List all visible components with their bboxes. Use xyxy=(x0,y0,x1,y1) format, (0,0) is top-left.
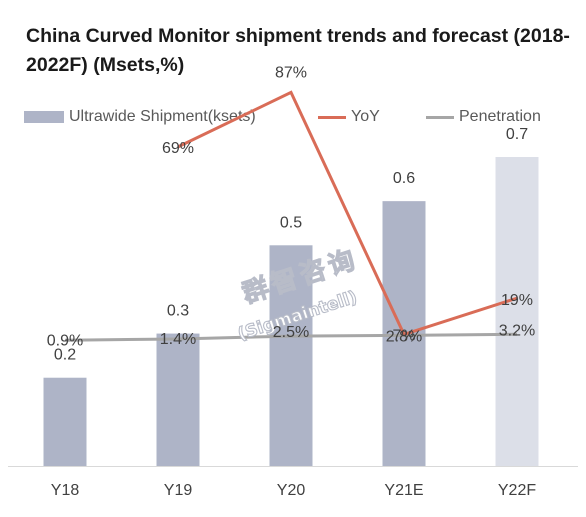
legend-swatch-penetration xyxy=(426,115,454,119)
bar-value-label-y21e: 0.6 xyxy=(393,170,415,187)
legend-label-penetration: Penetration xyxy=(459,108,541,125)
legend-swatch-shipment xyxy=(24,111,64,123)
penetration-label-y22f: 3.2% xyxy=(499,322,535,339)
bar-y19 xyxy=(156,333,200,466)
penetration-label-y19: 1.4% xyxy=(160,331,196,348)
x-tick-label-y21e: Y21E xyxy=(384,482,423,499)
penetration-label-y20: 2.5% xyxy=(273,324,309,341)
bar-value-label-y20: 0.5 xyxy=(280,214,302,231)
yoy-label-y19: 69% xyxy=(162,140,194,157)
yoy-line xyxy=(177,90,518,337)
bar-y22f xyxy=(495,157,539,466)
yoy-label-y21e: 7% xyxy=(392,327,415,344)
x-tick-label-y19: Y19 xyxy=(164,482,193,499)
yoy-label-y22f: 19% xyxy=(501,292,533,309)
legend-item-yoy: YoY xyxy=(318,106,380,128)
x-tick-label-y20: Y20 xyxy=(277,482,306,499)
legend-item-penetration: Penetration xyxy=(426,106,541,128)
legend-label-shipment: Ultrawide Shipment(ksets) xyxy=(69,108,256,125)
bar-value-label-y18: 0.2 xyxy=(54,347,76,364)
penetration-label-y21e: 2.8% xyxy=(386,328,422,345)
bar-value-label-y19: 0.3 xyxy=(167,303,189,320)
yoy-label-y20: 87% xyxy=(275,64,307,81)
penetration-line xyxy=(64,332,518,342)
legend-item-shipment: Ultrawide Shipment(ksets) xyxy=(24,106,256,128)
penetration-label-y18: 0.9% xyxy=(47,332,83,349)
x-tick-label-y22f: Y22F xyxy=(498,482,536,499)
legend-swatch-yoy xyxy=(318,115,346,119)
bar-y20 xyxy=(269,245,313,466)
legend-label-yoy: YoY xyxy=(351,108,380,125)
bar-y18 xyxy=(43,377,87,466)
chart-title: China Curved Monitor shipment trends and… xyxy=(26,25,570,76)
legend: Ultrawide Shipment(ksets) YoY Penetratio… xyxy=(0,106,586,128)
bar-value-label-y22f: 0.7 xyxy=(506,126,528,143)
x-tick-label-y18: Y18 xyxy=(51,482,80,499)
